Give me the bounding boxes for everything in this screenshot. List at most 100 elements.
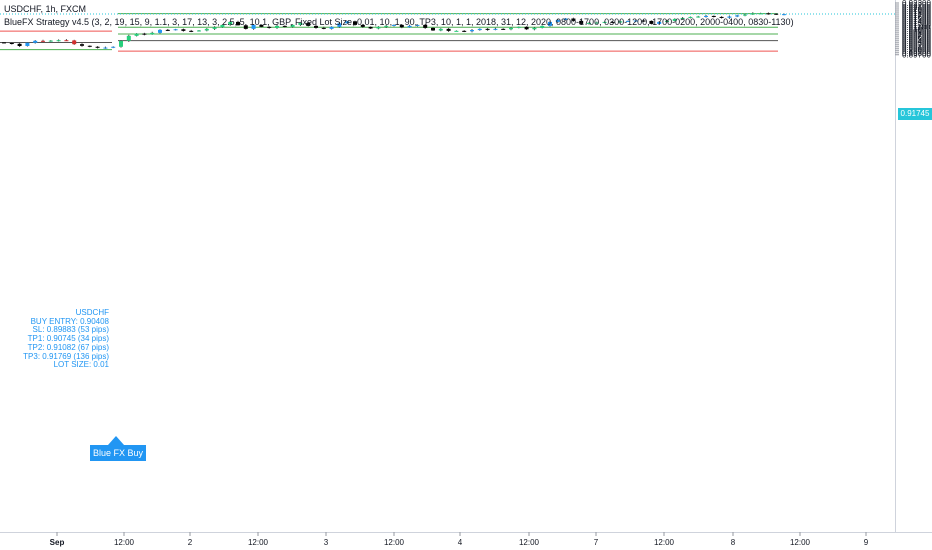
candle-body[interactable] — [220, 24, 225, 28]
candle-body[interactable] — [392, 24, 396, 26]
candle-body[interactable] — [353, 21, 357, 25]
candle-body[interactable] — [711, 15, 716, 17]
candle-body[interactable] — [314, 25, 318, 28]
candle-body[interactable] — [181, 29, 186, 31]
candle-body[interactable] — [672, 18, 677, 21]
time-axis[interactable]: Sep 12:00 2 12:00 3 12:00 4 12:00 7 12:00 8 12:00 9 — [50, 532, 869, 547]
candle-body[interactable] — [165, 29, 170, 31]
candle-body[interactable] — [719, 16, 724, 18]
candle-body[interactable] — [368, 26, 373, 29]
candle-body[interactable] — [563, 18, 568, 20]
candle-body[interactable] — [782, 14, 786, 16]
candle-body[interactable] — [704, 15, 708, 17]
candles[interactable] — [2, 12, 786, 49]
candle-body[interactable] — [384, 25, 389, 27]
candle-body[interactable] — [540, 25, 545, 28]
candle-body[interactable] — [649, 20, 654, 24]
candle-body[interactable] — [532, 27, 537, 30]
candle-body[interactable] — [407, 25, 412, 28]
candle-body[interactable] — [17, 43, 22, 46]
candle-body[interactable] — [766, 13, 771, 15]
candle-body[interactable] — [516, 26, 521, 28]
candle-body[interactable] — [290, 24, 295, 27]
candle-body[interactable] — [48, 40, 53, 42]
candle-body[interactable] — [485, 28, 490, 30]
candle-body[interactable] — [454, 30, 459, 32]
candle-body[interactable] — [587, 22, 591, 24]
candle-body[interactable] — [204, 28, 209, 31]
candle-body[interactable] — [25, 42, 30, 46]
candle-body[interactable] — [212, 27, 217, 29]
candle-body[interactable] — [423, 24, 428, 28]
candle-body[interactable] — [72, 40, 77, 45]
candle-body[interactable] — [571, 18, 576, 21]
candle-body[interactable] — [594, 22, 599, 24]
candle-body[interactable] — [282, 25, 287, 27]
candle-body[interactable] — [376, 26, 381, 29]
candle-body[interactable] — [80, 44, 84, 46]
candle-body[interactable] — [337, 23, 342, 27]
candle-body[interactable] — [142, 33, 147, 35]
candle-body[interactable] — [688, 16, 693, 18]
candle-body[interactable] — [189, 30, 194, 32]
candle-body[interactable] — [626, 20, 630, 22]
candle-body[interactable] — [197, 30, 201, 32]
candle-body[interactable] — [696, 16, 701, 18]
candle-body[interactable] — [415, 24, 420, 26]
candle-body[interactable] — [446, 28, 451, 31]
candle-body[interactable] — [618, 21, 623, 23]
candle-body[interactable] — [524, 26, 529, 30]
candle-body[interactable] — [134, 33, 139, 36]
candle-body[interactable] — [610, 21, 615, 23]
candle-body[interactable] — [633, 20, 638, 22]
candle-body[interactable] — [345, 21, 350, 24]
candle-body[interactable] — [321, 27, 326, 29]
candle-body[interactable] — [259, 24, 264, 27]
candle-body[interactable] — [501, 28, 506, 30]
candle-body[interactable] — [33, 40, 38, 43]
candle-body[interactable] — [2, 42, 6, 44]
candle-body[interactable] — [548, 21, 552, 26]
candle-body[interactable] — [579, 20, 584, 24]
candle-body[interactable] — [150, 32, 155, 35]
candle-body[interactable] — [9, 42, 14, 44]
candle-body[interactable] — [87, 45, 92, 47]
candle-body[interactable] — [602, 21, 607, 23]
candle-body[interactable] — [64, 40, 69, 42]
candle-body[interactable] — [158, 29, 162, 33]
candle-body[interactable] — [774, 13, 779, 15]
candle-body[interactable] — [95, 46, 100, 48]
candle-body[interactable] — [243, 25, 248, 29]
candle-body[interactable] — [329, 26, 334, 29]
candle-body[interactable] — [750, 13, 755, 15]
candle-body[interactable] — [41, 40, 45, 42]
candle-body[interactable] — [298, 22, 303, 25]
candle-body[interactable] — [399, 24, 404, 28]
candle-body[interactable] — [657, 21, 662, 24]
candle-body[interactable] — [509, 27, 513, 30]
candle-body[interactable] — [555, 19, 560, 22]
candle-body[interactable] — [360, 24, 365, 27]
candle-body[interactable] — [431, 27, 435, 31]
candle-body[interactable] — [251, 24, 256, 29]
candle-body[interactable] — [173, 29, 178, 31]
candle-body[interactable] — [641, 20, 646, 22]
candle-body[interactable] — [56, 40, 61, 42]
candle-body[interactable] — [306, 22, 311, 26]
candle-body[interactable] — [680, 17, 685, 19]
price-axis[interactable]: 0.923000.922000.921000.920000.919000.918… — [895, 0, 931, 60]
candle-body[interactable] — [470, 30, 474, 32]
candle-body[interactable] — [493, 28, 498, 30]
candle-body[interactable] — [119, 40, 123, 47]
buy-signal-label[interactable]: Blue FX Buy — [90, 445, 146, 461]
candle-body[interactable] — [103, 47, 108, 49]
candle-body[interactable] — [438, 28, 443, 31]
candle-body[interactable] — [477, 28, 482, 31]
candle-body[interactable] — [758, 13, 763, 15]
candle-body[interactable] — [735, 15, 740, 17]
candle-body[interactable] — [275, 25, 279, 28]
candle-body[interactable] — [267, 26, 272, 28]
candle-body[interactable] — [743, 14, 747, 16]
candle-body[interactable] — [111, 46, 116, 48]
